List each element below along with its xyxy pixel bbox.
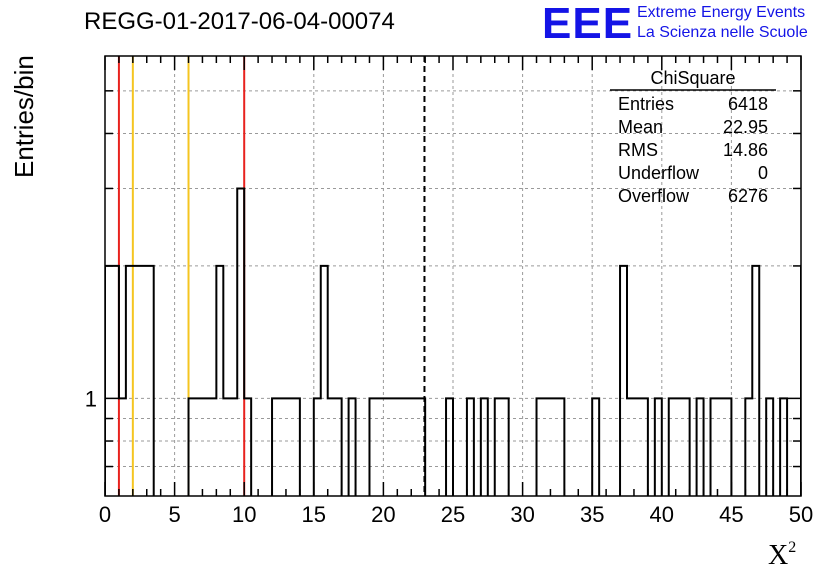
logo-subtitle-1: Extreme Energy Events xyxy=(637,4,806,21)
x-tick-label: 45 xyxy=(719,502,743,527)
chart-title: REGG-01-2017-06-04-00074 xyxy=(84,8,395,35)
x-tick-label: 35 xyxy=(580,502,604,527)
x-tick-label: 25 xyxy=(441,502,465,527)
x-tick-label: 5 xyxy=(168,502,180,527)
x-tick-labels: 0 5 10 15 20 25 30 35 40 45 50 xyxy=(99,502,813,527)
stats-row-label: RMS xyxy=(618,140,658,160)
x-tick-label: 10 xyxy=(232,502,256,527)
eee-logo: EEE xyxy=(542,0,634,48)
x-axis-label-base: X xyxy=(768,540,788,571)
logo-subtitle-2: La Scienza nelle Scuole xyxy=(637,24,808,41)
ticks-layer xyxy=(104,56,802,496)
histogram-outline xyxy=(105,187,801,496)
x-tick-label: 40 xyxy=(650,502,674,527)
x-tick-label: 20 xyxy=(371,502,395,527)
stats-row-label: Entries xyxy=(618,94,674,114)
stats-row-value: 22.95 xyxy=(723,117,768,137)
x-tick-label: 30 xyxy=(510,502,534,527)
x-tick-label: 0 xyxy=(99,502,111,527)
stats-box: ChiSquare Entries 6418 Mean 22.95 RMS 14.86 Und… xyxy=(610,68,776,206)
stats-row-value: 6418 xyxy=(728,94,768,114)
x-axis-label-superscript: 2 xyxy=(788,539,796,556)
histogram-layer xyxy=(105,187,801,496)
x-tick-label: 50 xyxy=(789,502,813,527)
stats-row-label: Underflow xyxy=(618,163,700,183)
y-tick-label: 1 xyxy=(85,386,97,411)
x-tick-label: 15 xyxy=(302,502,326,527)
stats-row-label: Mean xyxy=(618,117,663,137)
stats-box-title: ChiSquare xyxy=(650,68,735,88)
y-axis-label: Entries/bin xyxy=(9,55,39,178)
stats-row-value: 0 xyxy=(758,163,768,183)
x-axis-label: X2 xyxy=(768,539,796,571)
y-tick-labels: 1 xyxy=(85,386,97,411)
stats-row-label: Overflow xyxy=(618,186,690,206)
stats-row-value: 6276 xyxy=(728,186,768,206)
stats-row-value: 14.86 xyxy=(723,140,768,160)
